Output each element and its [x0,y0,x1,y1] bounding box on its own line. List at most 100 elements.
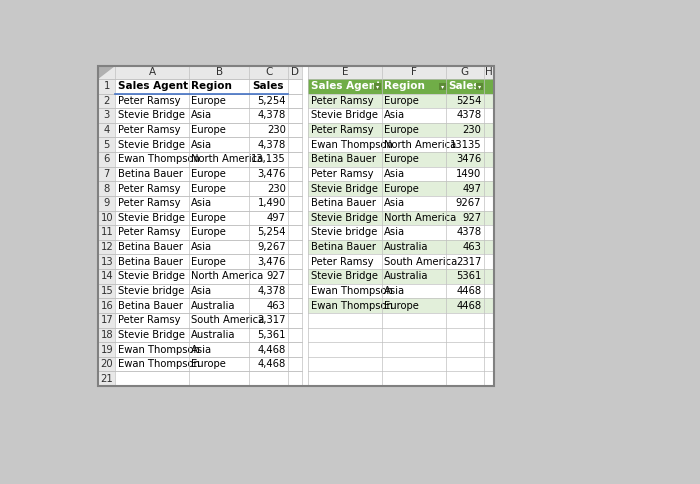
Bar [116,166,189,182]
Bar [309,372,382,386]
Text: Betina Bauer: Betina Bauer [118,242,183,252]
Bar [98,313,116,328]
Bar [98,93,116,108]
Bar [382,357,447,372]
Text: Stevie Bridge: Stevie Bridge [118,140,185,150]
Bar [382,166,447,182]
Bar [447,79,484,93]
Bar [116,313,189,328]
Bar [309,166,382,182]
Text: 14: 14 [101,272,113,281]
Bar [447,66,484,79]
Bar [116,182,189,196]
Text: 4468: 4468 [456,301,481,311]
Text: South America: South America [384,257,458,267]
Bar [116,211,189,225]
Text: Asia: Asia [191,345,213,354]
Bar [309,298,382,313]
Text: Stevie Bridge: Stevie Bridge [118,272,185,281]
Text: Europe: Europe [191,213,226,223]
Bar [288,123,302,137]
Text: Europe: Europe [191,169,226,179]
Bar [309,211,382,225]
Bar [249,357,288,372]
Text: 12: 12 [101,242,113,252]
Bar [447,166,484,182]
Bar [98,328,116,342]
Bar [484,137,494,152]
Bar [382,196,447,211]
Text: Peter Ramsy: Peter Ramsy [118,183,180,194]
Text: Australia: Australia [191,301,236,311]
Text: Sales Agent: Sales Agent [311,81,381,91]
Bar [484,298,494,313]
Text: 3476: 3476 [456,154,481,165]
Bar [189,298,249,313]
Bar [382,66,447,79]
Text: 4378: 4378 [456,110,481,121]
Text: Australia: Australia [191,330,236,340]
Bar [382,313,447,328]
Bar [98,123,116,137]
Bar [189,342,249,357]
Bar [288,79,302,93]
Text: Australia: Australia [384,242,429,252]
Text: 230: 230 [462,125,481,135]
Bar [116,196,189,211]
Bar [189,357,249,372]
Bar [309,123,382,137]
Text: South America: South America [191,315,265,325]
Text: Stevie Bridge: Stevie Bridge [311,183,378,194]
Bar [309,182,382,196]
Bar [309,313,382,328]
Text: Europe: Europe [191,359,226,369]
Text: Europe: Europe [191,183,226,194]
Bar [309,108,382,123]
Text: Peter Ramsy: Peter Ramsy [311,257,373,267]
Bar [249,211,288,225]
Bar [447,313,484,328]
Bar [447,255,484,269]
Text: Sales: Sales [252,81,284,91]
Bar [249,328,288,342]
Text: Asia: Asia [384,198,405,208]
Bar [288,182,302,196]
Text: North America: North America [384,213,456,223]
Bar [98,79,116,93]
Text: 5254: 5254 [456,96,481,106]
Bar [439,83,446,90]
Text: B: B [216,67,223,77]
Text: Ewan Thompson: Ewan Thompson [118,345,200,354]
Bar [249,166,288,182]
Bar [382,255,447,269]
Bar [309,152,382,166]
Bar [382,93,447,108]
Bar [309,357,382,372]
Polygon shape [98,66,116,79]
Bar [116,93,189,108]
Text: Europe: Europe [384,183,419,194]
Bar [484,182,494,196]
Text: 11: 11 [101,227,113,238]
Bar [249,284,288,298]
Bar [189,284,249,298]
Bar [288,284,302,298]
Text: Asia: Asia [384,227,405,238]
Text: 4,468: 4,468 [258,359,286,369]
Text: 230: 230 [267,125,286,135]
Bar [189,182,249,196]
Bar [98,284,116,298]
Bar [374,83,382,90]
Bar [382,269,447,284]
Bar [189,196,249,211]
Bar [484,79,494,93]
Bar [447,240,484,255]
Text: Europe: Europe [191,96,226,106]
Text: 19: 19 [101,345,113,354]
Bar [249,313,288,328]
Text: 1: 1 [104,81,110,91]
Text: Ewan Thompson: Ewan Thompson [118,359,200,369]
Text: Asia: Asia [191,198,213,208]
Bar [98,166,116,182]
Bar [447,211,484,225]
